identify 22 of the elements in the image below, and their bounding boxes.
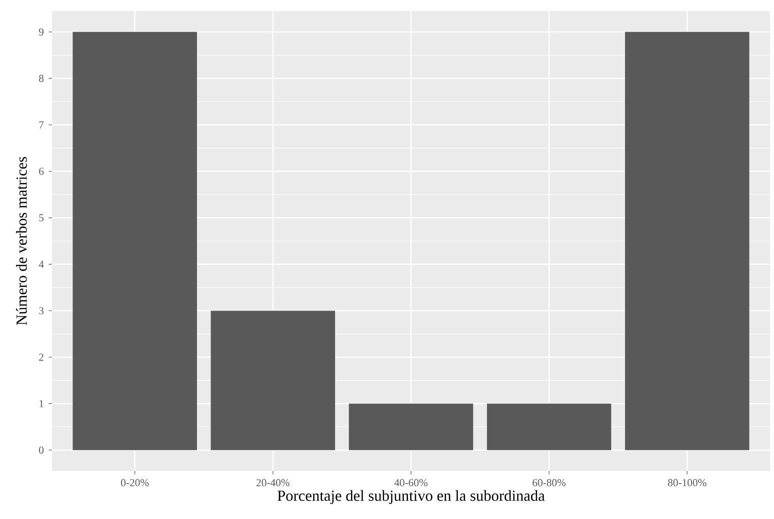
x-axis-title: Porcentaje del subjuntivo en la subordinada (278, 490, 545, 504)
x-tick-label: 40-60% (394, 479, 428, 486)
x-tick-label: 80-100% (668, 479, 706, 486)
x-tick-label: 60-80% (532, 479, 566, 486)
x-tick-label: 0-20% (121, 479, 149, 486)
y-tick-label: 4 (38, 260, 44, 268)
bar (625, 32, 750, 450)
x-tick-label: 20-40% (256, 479, 290, 486)
y-tick-label: 6 (39, 168, 44, 175)
y-tick-label: 5 (39, 214, 44, 222)
y-tick-label: 8 (39, 74, 44, 82)
bar (348, 404, 474, 450)
y-axis-title: Número de verbos matrices (16, 157, 27, 326)
y-tick-label: 0 (39, 446, 44, 454)
bar (486, 404, 612, 450)
bar (72, 32, 197, 450)
y-tick-label: 2 (39, 354, 44, 361)
y-tick-label: 9 (38, 28, 44, 36)
y-tick-label: 1 (40, 400, 44, 408)
y-tick-label: 7 (39, 121, 44, 128)
bar (210, 310, 336, 450)
y-tick-label: 3 (39, 307, 44, 314)
